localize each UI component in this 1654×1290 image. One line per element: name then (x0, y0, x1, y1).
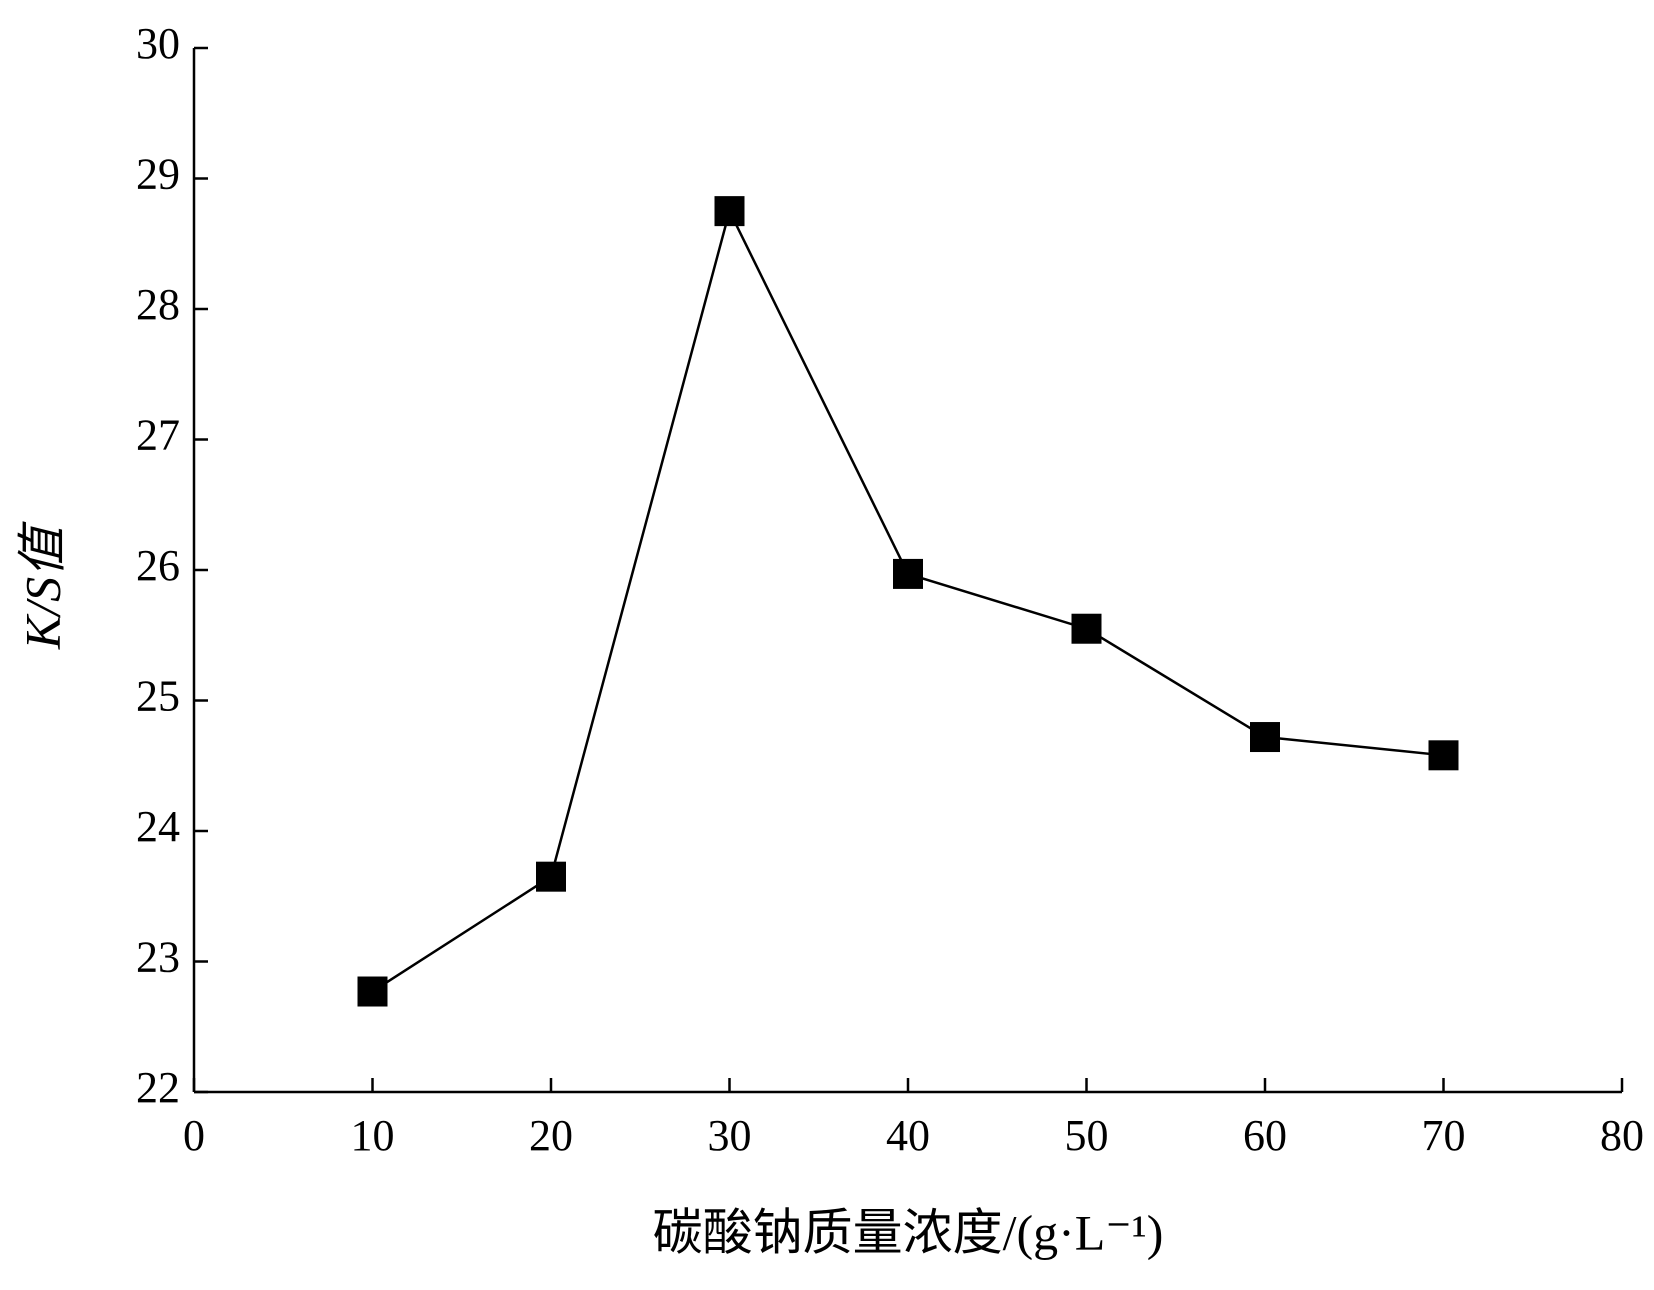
x-tick-label: 40 (886, 1111, 930, 1160)
x-tick-label: 60 (1243, 1111, 1287, 1160)
y-tick-label: 24 (136, 802, 180, 851)
x-tick-label: 30 (708, 1111, 752, 1160)
x-axis-label: 碳酸钠质量浓度/(g·L⁻¹) (653, 1204, 1164, 1260)
x-tick-label: 80 (1600, 1111, 1644, 1160)
x-tick-label: 0 (183, 1111, 205, 1160)
x-tick-label: 10 (351, 1111, 395, 1160)
y-tick-label: 27 (136, 411, 180, 460)
marker (357, 976, 388, 1007)
y-tick-label: 29 (136, 150, 180, 199)
y-tick-label: 23 (136, 933, 180, 982)
marker (1071, 613, 1102, 644)
y-axis-label: K/S值 (14, 521, 70, 650)
x-tick-label: 20 (529, 1111, 573, 1160)
y-tick-label: 30 (136, 19, 180, 68)
marker (714, 196, 745, 227)
marker (1428, 740, 1459, 771)
y-tick-label: 22 (136, 1063, 180, 1112)
y-tick-label: 28 (136, 280, 180, 329)
line (371, 207, 1444, 993)
x-tick-label: 50 (1065, 1111, 1109, 1160)
marker (536, 861, 566, 892)
y-tick-label: 26 (136, 541, 180, 590)
marker (893, 558, 923, 589)
x-tick-label: 70 (1422, 1111, 1466, 1160)
y-tick-label: 25 (136, 672, 180, 721)
marker (1250, 722, 1280, 753)
